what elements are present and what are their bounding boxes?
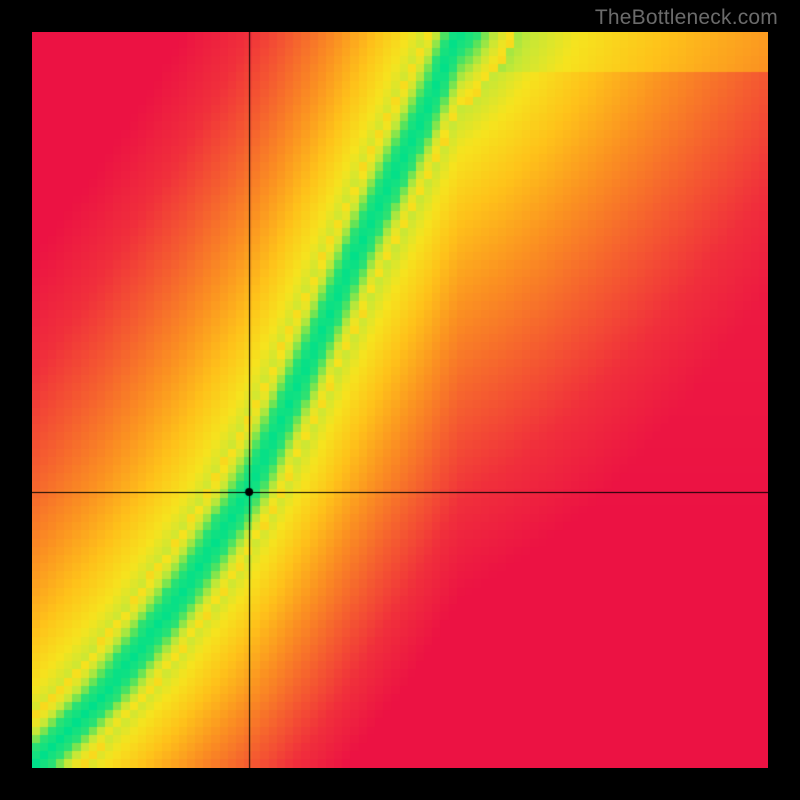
bottleneck-heatmap (32, 32, 768, 768)
watermark-text: TheBottleneck.com (595, 6, 778, 30)
chart-container: TheBottleneck.com (0, 0, 800, 800)
